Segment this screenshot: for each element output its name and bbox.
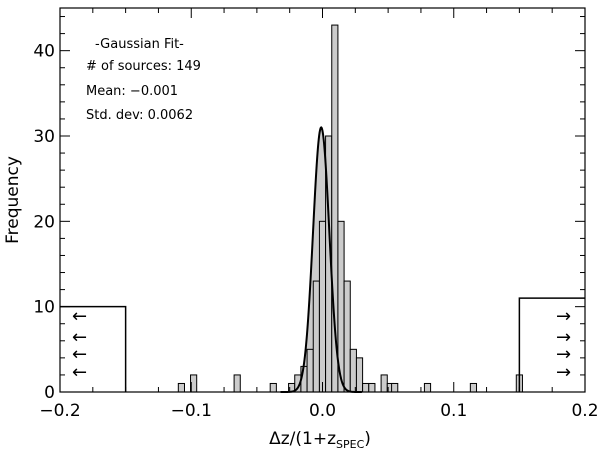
histogram-bar-22 [469,382,478,393]
y-tick-label-2: 20 [33,212,55,232]
outlier-arrow-left-3: ← [72,362,87,383]
histogram-bar-21 [423,382,432,393]
x-axis-label-main: Δz/(1+z [269,429,336,449]
histogram-bar-3 [269,382,277,393]
histogram-bar-14 [349,348,357,393]
histogram-bar-18 [380,374,388,393]
histogram-bar-8 [312,280,320,393]
x-tick-label-0: −0.2 [39,401,80,421]
outlier-step-left [60,305,127,392]
outlier-arrow-right-1: → [556,327,571,348]
x-tick-label-3: 0.1 [440,401,467,421]
y-tick-label-3: 30 [33,127,55,147]
histogram-bar-15 [355,357,364,393]
x-tick-label-4: 0.2 [571,401,598,421]
x-axis-label-sub: SPEC [336,438,365,451]
outlier-arrow-right-0: → [556,306,571,327]
histogram-bar-2 [233,374,241,393]
annotation-std: Std. dev: 0.0062 [86,108,193,123]
gaussian-fit-curve [280,126,362,393]
x-tick-label-1: −0.1 [171,401,212,421]
histogram-bar-9 [318,220,327,393]
annotation-sources: # of sources: 149 [86,59,201,74]
histogram-bar-17 [368,382,376,393]
plot-area: ← → ← → ← → ← → −0.2 −0.1 0.0 0.1 0.2 0 10 20 30 40 [33,7,599,421]
outlier-arrow-left-1: ← [72,327,87,348]
x-tick-label-2: 0.0 [309,401,336,421]
histogram-bar-16 [362,382,370,393]
outlier-step-right [518,297,585,392]
x-axis-label: Δz/(1+zSPEC) [269,429,371,451]
outlier-arrow-left-2: ← [72,344,87,365]
histogram-bar-0 [177,382,185,393]
y-axis-label: Frequency [3,156,23,244]
outlier-arrow-right-3: → [556,362,571,383]
histogram-bar-20 [391,382,399,393]
annotation-title: -Gaussian Fit- [95,37,184,52]
y-tick-label-4: 40 [33,42,55,62]
x-axis-label-close: ) [364,429,371,449]
y-tick-label-0: 0 [44,383,55,403]
histogram-bar-7 [306,348,314,393]
histogram-bar-13 [343,280,351,393]
outlier-arrow-right-2: → [556,344,571,365]
outlier-arrow-left-0: ← [72,306,87,327]
annotation-mean: Mean: −0.001 [86,84,178,99]
y-tick-label-1: 10 [33,298,55,318]
